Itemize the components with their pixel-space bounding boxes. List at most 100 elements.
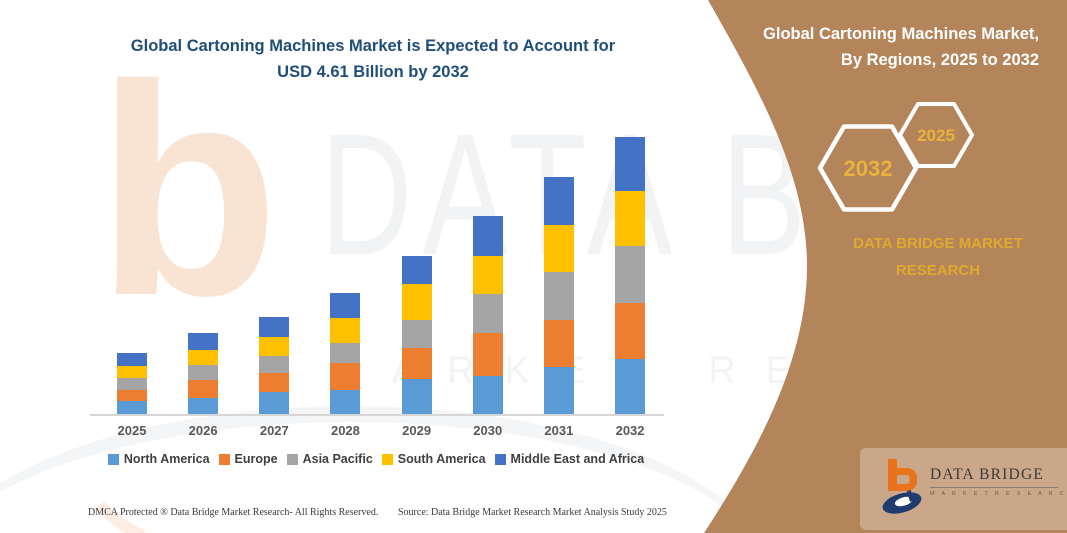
legend-item-europe: Europe — [218, 452, 278, 466]
segment-asia-pacific-2032 — [615, 246, 646, 303]
panel-title-line1: Global Cartoning Machines Market, — [763, 25, 1039, 43]
x-tick-2025: 2025 — [117, 423, 147, 438]
bar-stack-2027 — [259, 317, 290, 414]
databridge-logo: DATA BRIDGE M A R K E T R E S E A R C H — [860, 448, 1067, 530]
segment-north-america-2025 — [117, 401, 147, 414]
x-tick-2030: 2030 — [473, 423, 503, 438]
segment-asia-pacific-2031 — [543, 272, 574, 320]
segment-south-america-2031 — [543, 225, 574, 272]
segment-middle-east-and-africa-2032 — [615, 137, 646, 191]
plot-area — [90, 118, 664, 416]
segment-north-america-2028 — [330, 390, 361, 414]
x-tick-2026: 2026 — [188, 423, 218, 438]
x-axis: 2025 2026 2027 2028 2029 2030 2031 2032 — [90, 423, 664, 441]
panel-title: Global Cartoning Machines Market, By Reg… — [763, 22, 1039, 73]
segment-asia-pacific-2028 — [330, 343, 361, 363]
logo-subtitle: M A R K E T R E S E A R C H — [930, 491, 1067, 497]
segment-asia-pacific-2030 — [472, 294, 503, 333]
chart-title-line2: USD 4.61 Billion by 2032 — [277, 62, 469, 81]
segment-europe-2031 — [543, 320, 574, 367]
hexagon-2025-label: 2025 — [917, 126, 955, 145]
bar-stack-2030 — [472, 216, 503, 414]
bar-stack-2025 — [117, 353, 147, 414]
legend-swatch-europe — [218, 453, 230, 465]
chart-title-line1: Global Cartoning Machines Market is Expe… — [130, 37, 616, 55]
databridge-logo-icon — [882, 459, 922, 514]
segment-south-america-2032 — [615, 191, 646, 246]
segment-europe-2027 — [259, 373, 290, 392]
segment-north-america-2032 — [615, 359, 646, 414]
segment-europe-2025 — [117, 390, 147, 401]
chart-title: Global Cartoning Machines Market is Expe… — [88, 34, 658, 85]
legend: North America Europe Asia Pacific South Ame… — [84, 452, 668, 466]
segment-europe-2028 — [330, 363, 361, 390]
segment-middle-east-and-africa-2029 — [401, 256, 432, 284]
source-note: Source: Data Bridge Market Research Mark… — [398, 507, 667, 518]
segment-middle-east-and-africa-2025 — [117, 353, 147, 366]
segment-asia-pacific-2026 — [188, 365, 219, 380]
logo-text-block: DATA BRIDGE M A R K E T R E S E A R C H — [930, 466, 1067, 497]
segment-asia-pacific-2025 — [117, 378, 147, 390]
x-tick-2027: 2027 — [259, 423, 289, 438]
panel-title-line2: By Regions, 2025 to 2032 — [840, 50, 1039, 69]
legend-swatch-south-america — [381, 453, 393, 465]
segment-north-america-2031 — [543, 367, 574, 414]
legend-item-north-america: North America — [107, 452, 210, 466]
x-tick-2028: 2028 — [330, 423, 360, 438]
segment-middle-east-and-africa-2027 — [259, 317, 290, 337]
bar-stack-2026 — [188, 333, 219, 414]
bar-stack-2029 — [401, 256, 432, 414]
segment-south-america-2028 — [330, 318, 361, 343]
legend-label-south-america: South America — [397, 452, 486, 466]
segment-europe-2032 — [615, 303, 646, 359]
segment-south-america-2029 — [401, 284, 432, 320]
segment-europe-2030 — [472, 333, 503, 376]
legend-swatch-middle-east-and-africa — [494, 453, 506, 465]
legend-label-middle-east-and-africa: Middle East and Africa — [510, 452, 645, 466]
segment-south-america-2027 — [259, 337, 290, 356]
segment-north-america-2030 — [472, 376, 503, 414]
panel-brand-text: DATA BRIDGE MARKET RESEARCH — [826, 230, 1050, 284]
segment-europe-2026 — [188, 380, 219, 398]
legend-label-asia-pacific: Asia Pacific — [302, 452, 373, 466]
hexagon-2032 — [817, 124, 919, 212]
segment-south-america-2026 — [188, 350, 219, 365]
segment-middle-east-and-africa-2028 — [330, 293, 361, 318]
panel-brand-line2: RESEARCH — [895, 262, 981, 279]
x-tick-2032: 2032 — [615, 423, 645, 438]
legend-item-asia-pacific: Asia Pacific — [286, 452, 373, 466]
segment-south-america-2025 — [117, 366, 147, 378]
segment-north-america-2027 — [259, 392, 290, 414]
hexagon-2032-label: 2032 — [844, 156, 893, 181]
segment-middle-east-and-africa-2026 — [188, 333, 219, 350]
watermark-b-logo: b — [96, 22, 280, 358]
legend-item-south-america: South America — [381, 452, 486, 466]
segment-europe-2029 — [401, 348, 432, 379]
forecast-hexagons: 2032 2025 — [817, 102, 974, 212]
bar-stack-2028 — [330, 293, 361, 414]
legend-label-europe: Europe — [234, 452, 278, 466]
side-panel-shape — [704, 0, 1067, 533]
logo-swoosh — [882, 490, 922, 514]
bar-stack-2031 — [543, 177, 574, 414]
x-tick-2031: 2031 — [544, 423, 574, 438]
logo-b-glyph — [888, 459, 917, 491]
dmca-notice: DMCA Protected ® Data Bridge Market Rese… — [88, 507, 379, 518]
hexagon-2025 — [898, 102, 974, 168]
logo-name: DATA BRIDGE — [930, 466, 1058, 488]
segment-asia-pacific-2029 — [401, 320, 432, 348]
segment-middle-east-and-africa-2031 — [543, 177, 574, 225]
legend-swatch-asia-pacific — [286, 453, 298, 465]
legend-label-north-america: North America — [123, 452, 210, 466]
panel-brand-line1: DATA BRIDGE MARKET — [853, 235, 1023, 252]
segment-middle-east-and-africa-2030 — [472, 216, 503, 256]
segment-south-america-2030 — [472, 256, 503, 294]
segment-north-america-2029 — [401, 379, 432, 414]
bar-stack-2032 — [615, 137, 646, 414]
segment-asia-pacific-2027 — [259, 356, 290, 373]
legend-item-middle-east-and-africa: Middle East and Africa — [494, 452, 645, 466]
segment-north-america-2026 — [188, 398, 219, 414]
legend-swatch-north-america — [107, 453, 119, 465]
